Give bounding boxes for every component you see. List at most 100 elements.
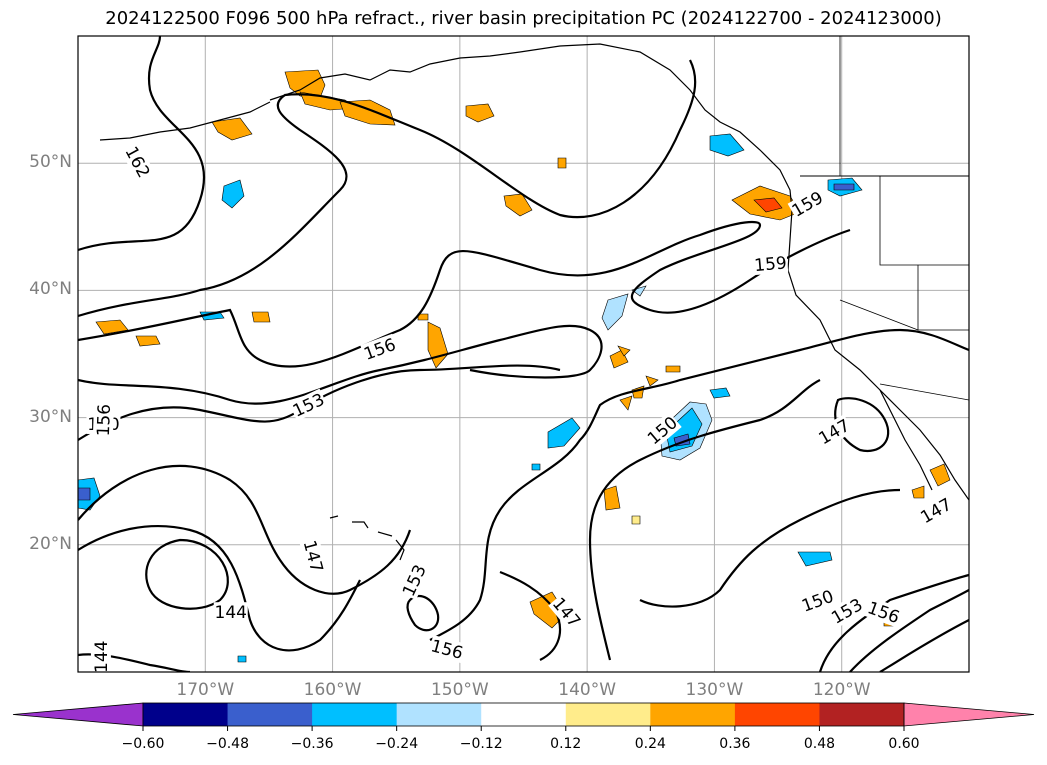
latitude-label: 30°N [29, 406, 72, 427]
contour-line [78, 220, 851, 368]
longitude-label: 160°W [303, 680, 362, 700]
colorbar [12, 702, 1035, 731]
colorbar-segment [734, 703, 820, 726]
shade-patch [78, 487, 91, 501]
longitude-label: 130°W [685, 680, 744, 700]
colorbar-tick-label: −0.60 [121, 736, 165, 752]
shade-patch [211, 117, 253, 141]
shade-patch [797, 551, 833, 567]
shade-patch [427, 321, 449, 369]
map-background [78, 36, 969, 672]
contour-line [639, 488, 901, 608]
colorbar-tick-label: 0.12 [550, 736, 582, 752]
contour-line [78, 324, 603, 405]
coastline-alaska [269, 43, 793, 211]
contour-line [588, 379, 821, 661]
contour-line [879, 619, 969, 672]
contour-line [818, 573, 969, 672]
contour-label-bg [299, 537, 328, 576]
shade-patch [631, 285, 647, 297]
contour-label-group-item: 159 [787, 186, 828, 222]
contour-line [78, 464, 412, 595]
contour-label-bg [360, 333, 400, 365]
contour-line [849, 589, 969, 672]
latitude-label: 50°N [29, 152, 72, 173]
contour-label-bg [397, 560, 431, 601]
colorbar-tick-label: 0.60 [888, 736, 920, 752]
shade-patch [465, 103, 495, 123]
shade-patch [603, 485, 621, 511]
contour-label-bg [814, 414, 854, 449]
contour-label-bg [864, 597, 904, 628]
shade-patch [547, 417, 581, 449]
shade-patch [929, 463, 951, 487]
colorbar-tick-label: 0.48 [803, 736, 836, 752]
shade-patch [617, 345, 631, 357]
contour-line [406, 594, 440, 632]
shade-patch [645, 375, 659, 387]
shade-patch [135, 335, 161, 347]
coastline-aleutians [99, 101, 271, 141]
colorbar-tick-label: 0.24 [634, 736, 666, 752]
contour-label: 159 [753, 253, 787, 276]
longitude-label: 150°W [430, 680, 489, 700]
colorbar-segment [312, 703, 398, 726]
shade-patch [601, 293, 629, 331]
contour-label: 144 [92, 641, 112, 673]
contour-label-bg [827, 593, 867, 629]
longitude-label: 140°W [558, 680, 617, 700]
colorbar-tick-label: −0.36 [290, 736, 334, 752]
contour-line [78, 59, 697, 318]
contour-label-bg [548, 592, 586, 632]
latitude-label: 40°N [29, 279, 72, 300]
colorbar-frame [142, 702, 905, 727]
colorbar-segment [565, 703, 651, 726]
contour-line [429, 328, 969, 641]
colorbar-segment [650, 703, 736, 726]
contour-label-bg [428, 635, 467, 664]
contour-label-bg [213, 602, 248, 623]
colorbar-tick-label: −0.24 [375, 736, 419, 752]
shade-patch [709, 133, 745, 157]
contour-label-bg [92, 402, 115, 438]
shade-patch [557, 157, 567, 169]
contour-label-bg [787, 186, 828, 222]
shade-patch [619, 395, 633, 411]
contour-label-bg [916, 493, 956, 528]
contour-label-bg [90, 639, 111, 672]
map-frame [77, 35, 970, 673]
longitude-label: 170°W [176, 680, 235, 700]
contour-label: 156 [94, 404, 115, 437]
contour-line [78, 36, 206, 252]
colorbar-segment [143, 703, 229, 726]
latitude-label: 20°N [29, 533, 72, 554]
colorbar-segment [396, 703, 482, 726]
contour-label-group-item: 159 [752, 252, 789, 276]
shade-patch [833, 183, 855, 191]
state-borders [839, 36, 969, 401]
contour-label-bg [121, 142, 155, 182]
colorbar-extend-high [903, 702, 1035, 727]
shade-patch [339, 99, 396, 126]
colorbar-segment [819, 703, 905, 726]
colorbar-tick-label: −0.48 [206, 736, 249, 752]
map-title: 2024122500 F096 500 hPa refract., river … [105, 8, 942, 29]
contour-label: 144 [215, 603, 247, 623]
hawaii-islands [329, 515, 405, 561]
contour-label-group-item: 144 [90, 639, 112, 673]
contour-label-bg [642, 411, 682, 449]
shade-patch [237, 655, 247, 663]
colorbar-segment [227, 703, 313, 726]
gridlines [78, 36, 969, 672]
shade-patch [709, 387, 731, 399]
shade-patch [911, 485, 925, 499]
contour-label-bg [288, 388, 329, 422]
colorbar-tick-label: 0.36 [719, 736, 751, 752]
colorbar-tick-label: −0.12 [459, 736, 503, 752]
shade-patch [251, 311, 271, 323]
precip-shading [78, 69, 951, 663]
contour-line [145, 538, 229, 610]
shade-patch [221, 179, 245, 209]
contour-label-group-item: 144 [213, 602, 248, 623]
